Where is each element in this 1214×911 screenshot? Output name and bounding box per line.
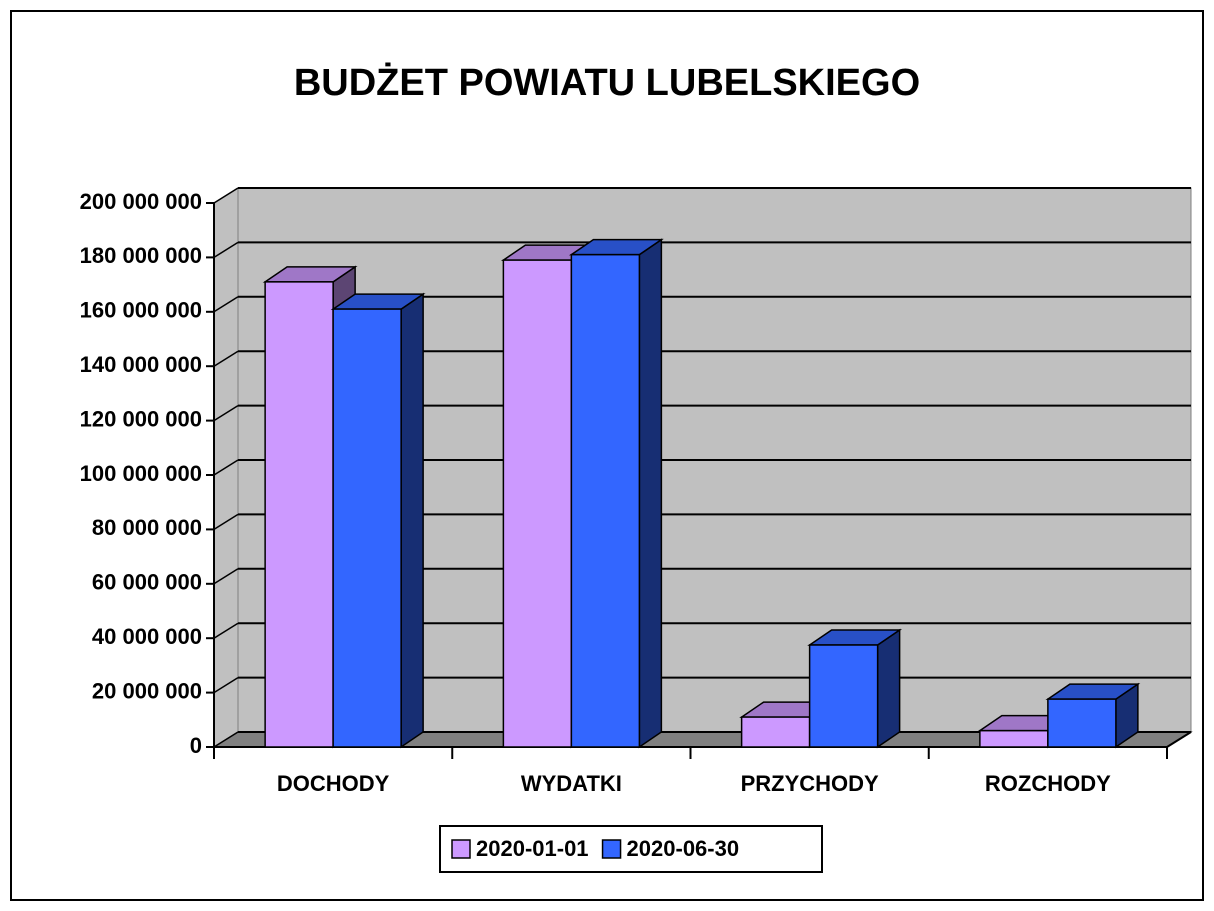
grid-line-side <box>213 350 239 367</box>
y-tick-label: 120 000 000 <box>80 406 202 431</box>
bar-front <box>808 644 879 748</box>
grid-line-side <box>213 459 239 476</box>
grid-line-side <box>213 513 239 531</box>
grid-line-side <box>213 404 239 422</box>
grid-line-side <box>213 568 239 585</box>
grid-line-side <box>213 296 239 313</box>
y-tick-label: 80 000 000 <box>92 515 202 540</box>
y-tick-label: 100 000 000 <box>80 461 202 486</box>
y-tick-label: 200 000 000 <box>80 189 202 214</box>
y-tick-label: 20 000 000 <box>92 678 202 703</box>
bar-front <box>1047 698 1117 748</box>
bar-side <box>638 238 663 749</box>
chart-title: BUDŻET POWIATU LUBELSKIEGO <box>294 62 920 104</box>
y-tick-label: 0 <box>190 733 202 758</box>
y-tick-label: 180 000 000 <box>80 243 202 268</box>
y-tick-label: 140 000 000 <box>80 352 202 377</box>
x-tick-label: PRZYCHODY <box>741 771 879 796</box>
y-tick-label: 40 000 000 <box>92 624 202 649</box>
bar-side <box>876 628 901 749</box>
grid-line-side <box>213 676 239 694</box>
x-tick-label: DOCHODY <box>277 771 390 796</box>
legend-label: 2020-06-30 <box>627 836 740 861</box>
x-tick-label: ROZCHODY <box>985 771 1111 796</box>
grid-line-side <box>213 731 239 748</box>
y-tick-label: 160 000 000 <box>80 298 202 323</box>
bar <box>330 292 426 749</box>
legend-swatch <box>451 839 471 859</box>
bar-front <box>264 281 334 748</box>
bar <box>568 238 664 749</box>
bar <box>807 628 903 749</box>
bar-front <box>740 716 811 748</box>
x-axis-end <box>1166 731 1192 748</box>
bar-front <box>570 253 641 748</box>
bar-front <box>502 259 573 748</box>
legend-label: 2020-01-01 <box>476 836 589 861</box>
grid-line-side <box>213 187 239 204</box>
grid-line-side <box>213 241 239 259</box>
legend-box <box>439 825 823 873</box>
bar <box>1045 682 1141 749</box>
bar-front <box>979 729 1049 748</box>
bar-front <box>332 308 402 748</box>
x-tick-label: WYDATKI <box>521 771 622 796</box>
grid-line-side <box>213 622 239 639</box>
bar-side <box>400 292 424 749</box>
y-tick-label: 60 000 000 <box>92 570 202 595</box>
legend-swatch <box>601 839 622 859</box>
